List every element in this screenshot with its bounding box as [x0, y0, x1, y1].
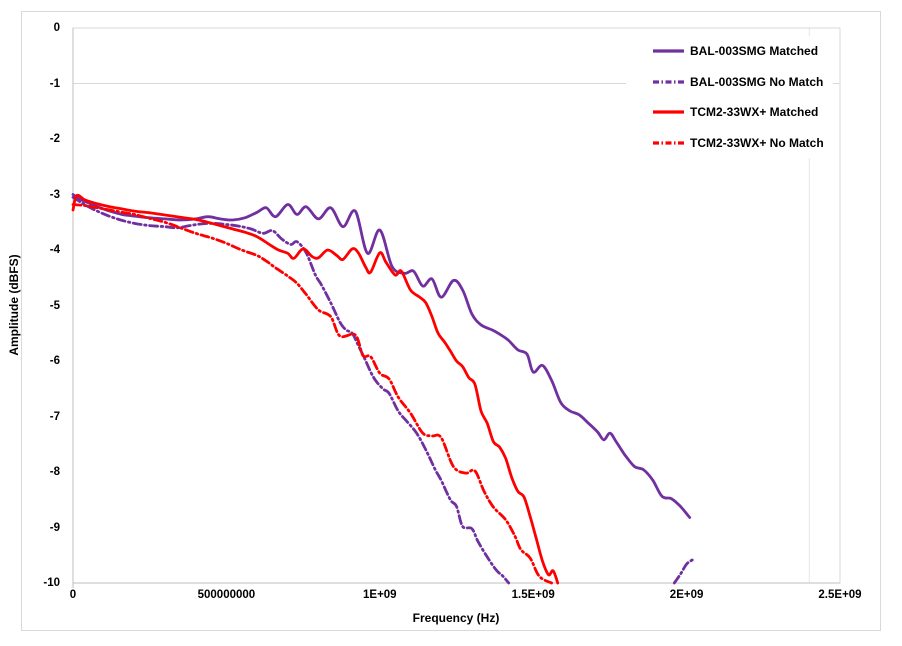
y-tick-label: -5	[49, 299, 60, 312]
x-tick-label: 500000000	[197, 589, 256, 601]
legend-label: TCM2-33WX+ No Match	[690, 135, 824, 150]
y-tick-label: -3	[49, 188, 60, 201]
legend-item: BAL-003SMG No Match	[626, 67, 833, 98]
x-tick-label: 1.5E+09	[511, 589, 555, 601]
x-tick-label: 2E+09	[669, 589, 704, 601]
y-tick-label: 0	[53, 22, 60, 34]
y-tick-label: -8	[49, 466, 60, 478]
series-line-1	[71, 195, 511, 585]
x-tick-label: 2.5E+09	[818, 589, 862, 601]
legend-item: BAL-003SMG Matched	[626, 36, 833, 67]
legend-item: TCM2-33WX+ No Match	[626, 128, 833, 159]
legend-line-sample	[653, 110, 684, 114]
series-line-1-segment2	[672, 558, 695, 585]
series-line-0	[71, 193, 692, 519]
x-tick-label: 0	[69, 589, 77, 601]
y-axis-title: Amplitude (dBFS)	[7, 254, 21, 356]
legend-label: TCM2-33WX+ Matched	[690, 105, 819, 120]
y-tick-label: -2	[49, 133, 60, 145]
y-tick-label: -4	[49, 244, 60, 256]
y-tick-label: -1	[49, 77, 60, 90]
legend-line-sample	[653, 80, 684, 84]
series-line-3	[71, 203, 553, 585]
legend-label: BAL-003SMG Matched	[690, 44, 819, 59]
legend-label: BAL-003SMG No Match	[690, 74, 824, 89]
y-tick-label: -7	[49, 410, 60, 423]
x-axis-title: Frequency (Hz)	[412, 611, 500, 625]
series-line-2	[71, 193, 560, 585]
legend-line-sample	[653, 141, 684, 145]
y-tick-label: -10	[43, 577, 60, 589]
y-tick-label: -9	[49, 521, 60, 534]
legend-item: TCM2-33WX+ Matched	[626, 97, 833, 128]
y-tick-label: -6	[49, 355, 60, 367]
x-tick-label: 1E+09	[363, 589, 397, 601]
legend: BAL-003SMG Matched BAL-003SMG No Match TCM…	[626, 36, 833, 158]
legend-line-sample	[653, 49, 684, 53]
